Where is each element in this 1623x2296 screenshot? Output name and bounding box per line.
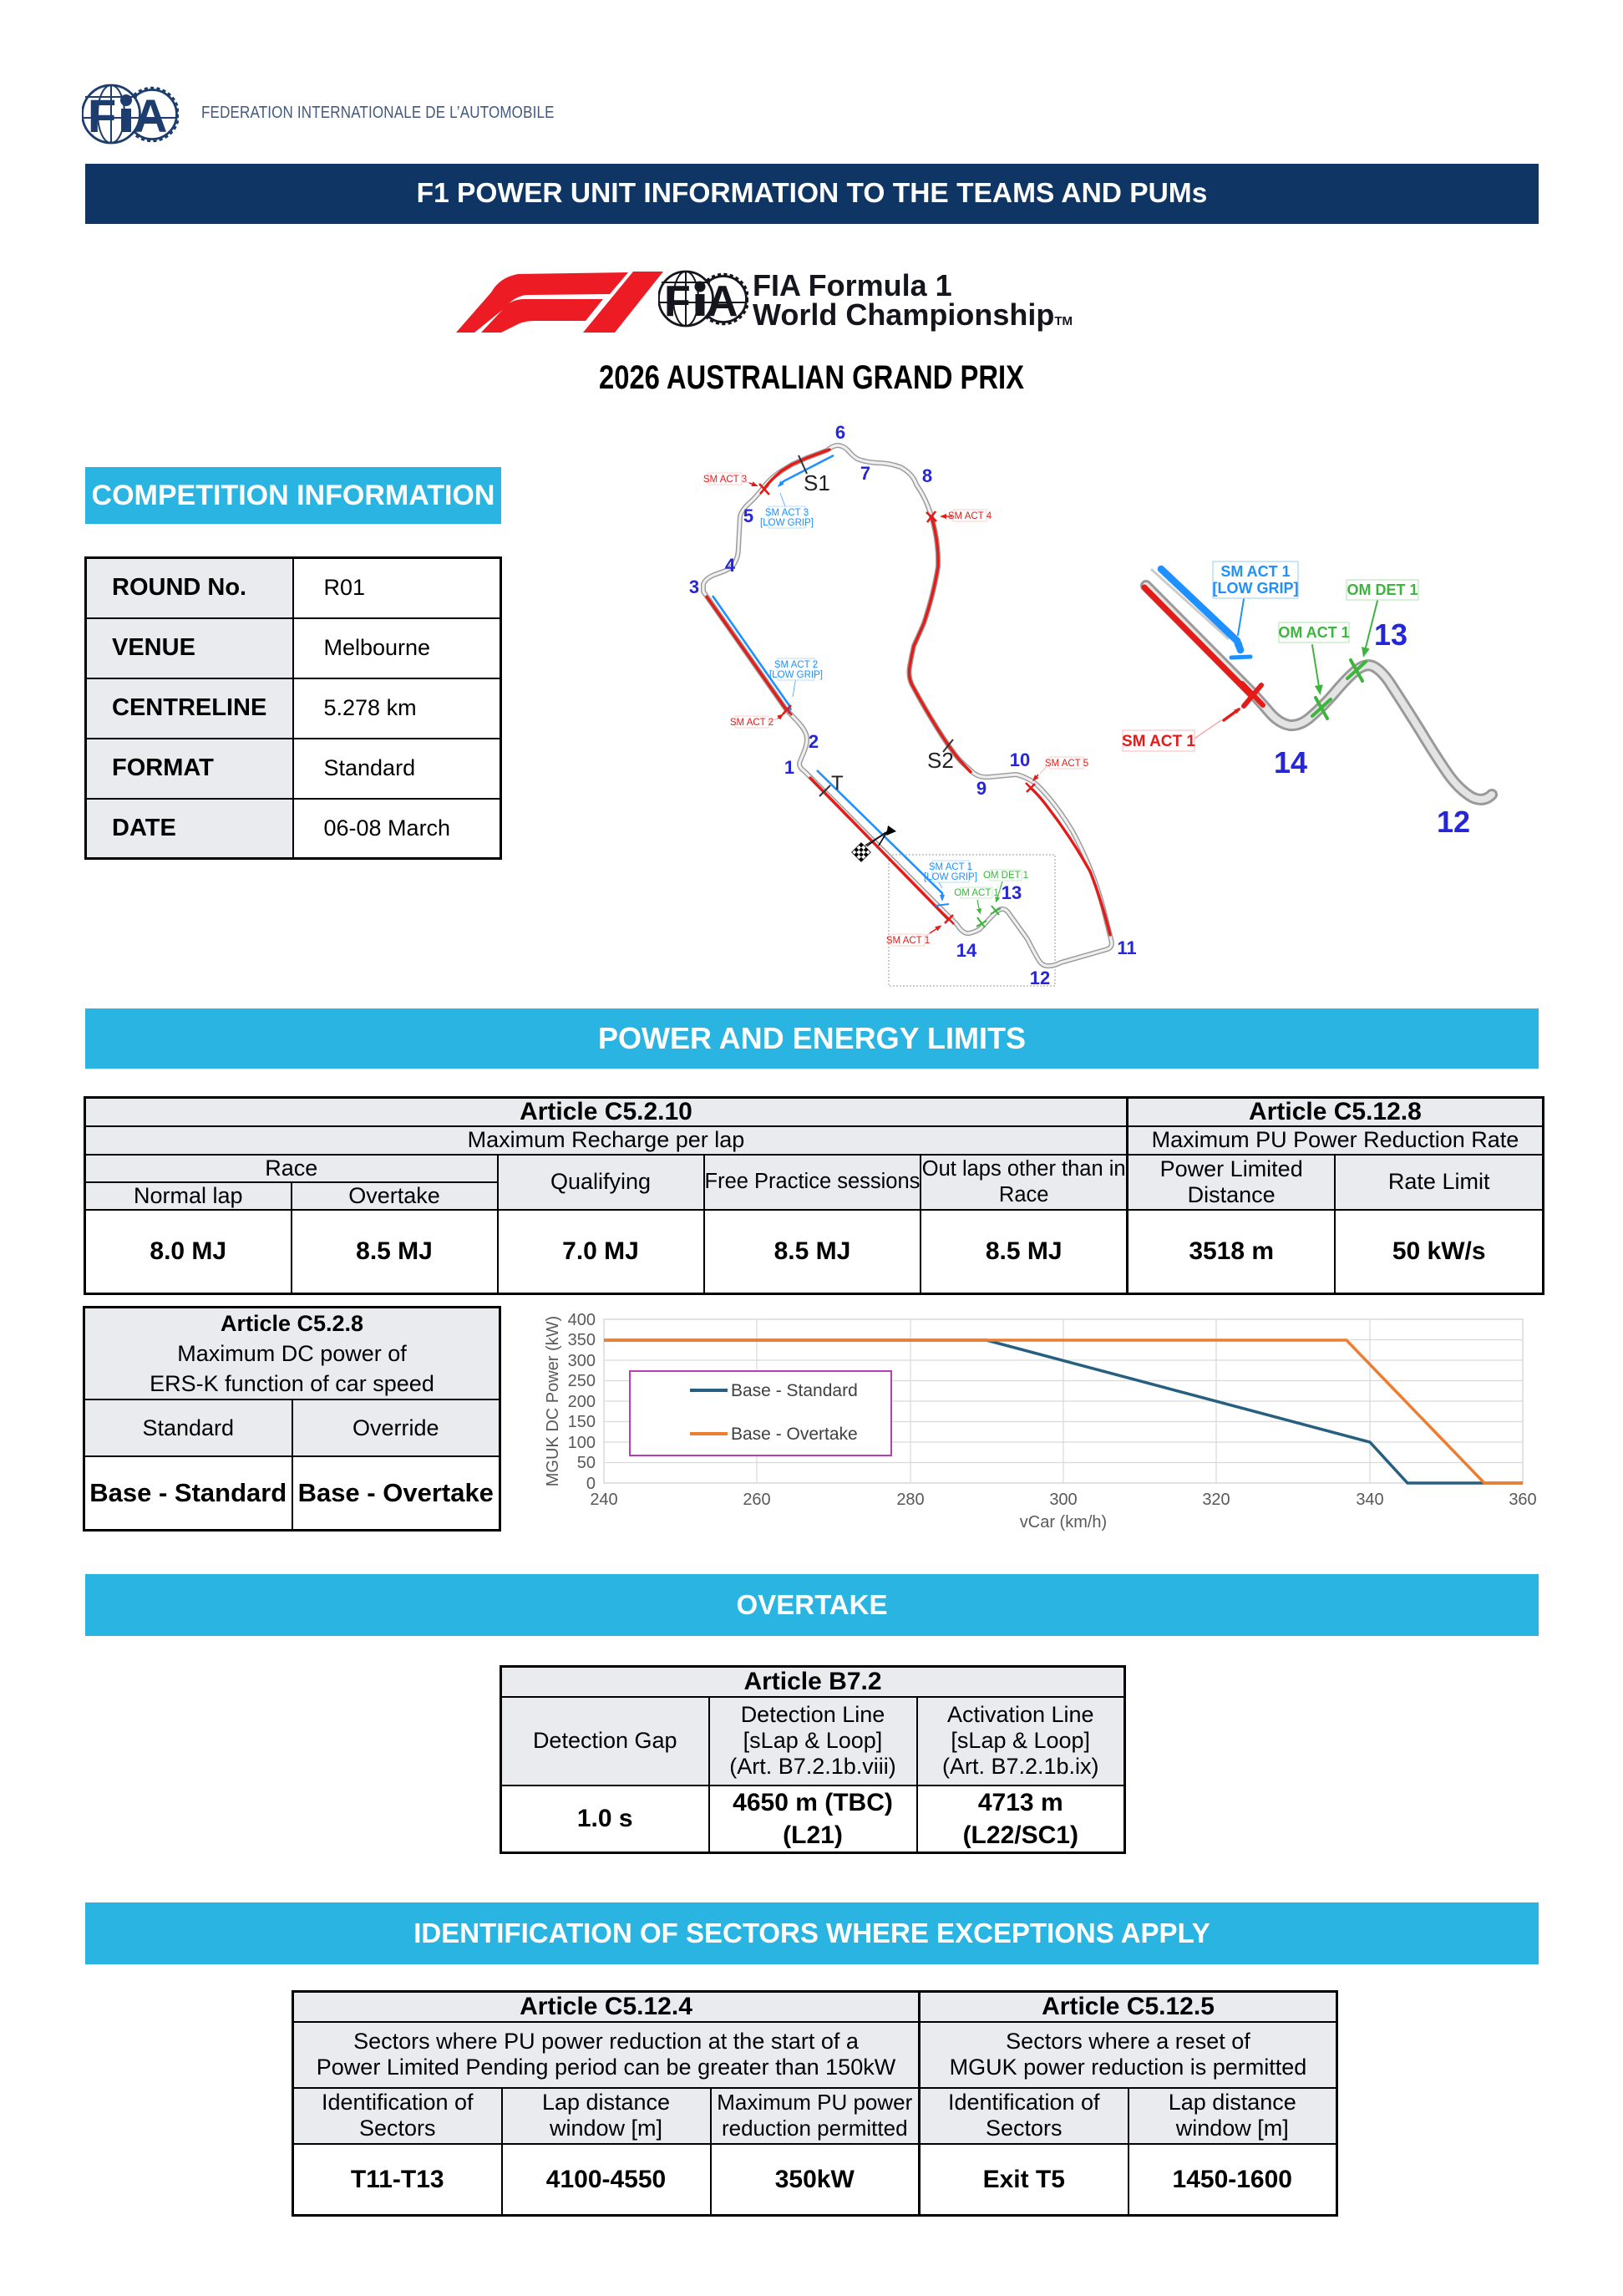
svg-text:2: 2: [809, 731, 819, 752]
svg-text:8: 8: [922, 465, 932, 486]
svg-text:A: A: [134, 89, 167, 142]
svg-text:SM ACT 3: SM ACT 3: [703, 475, 747, 485]
svg-text:12: 12: [1030, 968, 1050, 988]
svg-text:13: 13: [1374, 617, 1407, 652]
svg-text:Base - Overtake: Base - Overtake: [731, 1425, 858, 1444]
svg-text:F: F: [664, 277, 691, 326]
svg-text:[LOW GRIP]: [LOW GRIP]: [769, 670, 823, 680]
svg-text:OM ACT 1: OM ACT 1: [954, 888, 998, 898]
svg-text:SM ACT 1: SM ACT 1: [1220, 563, 1290, 580]
svg-text:240: 240: [590, 1491, 617, 1509]
svg-text:[LOW GRIP]: [LOW GRIP]: [924, 872, 977, 882]
svg-text:10: 10: [1010, 749, 1030, 770]
svg-text:T: T: [831, 772, 844, 795]
svg-text:vCar (km/h): vCar (km/h): [1020, 1513, 1107, 1532]
svg-text:SM ACT 5: SM ACT 5: [1045, 759, 1088, 769]
svg-text:200: 200: [568, 1393, 596, 1411]
svg-text:F: F: [88, 89, 116, 142]
svg-text:OM DET 1: OM DET 1: [983, 871, 1028, 881]
svg-text:A: A: [707, 277, 738, 326]
svg-text:1: 1: [784, 757, 794, 778]
svg-text:12: 12: [1437, 805, 1470, 839]
svg-text:SM ACT 3: SM ACT 3: [765, 508, 809, 518]
svg-text:OM DET 1: OM DET 1: [1347, 582, 1418, 598]
svg-text:OM ACT 1: OM ACT 1: [1278, 624, 1349, 641]
svg-text:150: 150: [568, 1413, 596, 1431]
svg-text:320: 320: [1202, 1491, 1230, 1509]
svg-text:S2: S2: [927, 748, 954, 773]
svg-text:9: 9: [976, 778, 986, 799]
svg-text:5: 5: [743, 505, 753, 526]
svg-text:14: 14: [956, 940, 977, 961]
svg-text:SM ACT 1: SM ACT 1: [886, 936, 930, 946]
svg-text:50: 50: [577, 1454, 596, 1472]
svg-text:Base - Standard: Base - Standard: [731, 1381, 858, 1400]
svg-text:6: 6: [835, 422, 845, 443]
svg-text:11: 11: [1117, 937, 1136, 958]
svg-text:0: 0: [586, 1475, 596, 1493]
svg-text:400: 400: [568, 1311, 596, 1329]
svg-text:7: 7: [860, 463, 870, 484]
svg-text:250: 250: [568, 1372, 596, 1390]
svg-text:SM ACT 2: SM ACT 2: [774, 660, 818, 670]
svg-text:SM ACT 4: SM ACT 4: [948, 511, 992, 521]
svg-text:SM ACT 1: SM ACT 1: [929, 862, 972, 872]
svg-text:4: 4: [725, 555, 736, 576]
svg-text:[LOW GRIP]: [LOW GRIP]: [760, 518, 814, 528]
svg-text:260: 260: [743, 1491, 770, 1509]
svg-text:SM ACT 1: SM ACT 1: [1122, 733, 1195, 750]
svg-text:360: 360: [1509, 1491, 1536, 1509]
svg-text:14: 14: [1274, 745, 1307, 780]
svg-text:100: 100: [568, 1434, 596, 1452]
svg-text:13: 13: [1002, 882, 1022, 903]
svg-text:[LOW GRIP]: [LOW GRIP]: [1213, 580, 1299, 597]
svg-text:350: 350: [568, 1331, 596, 1349]
svg-text:300: 300: [1049, 1491, 1077, 1509]
svg-text:SM ACT 2: SM ACT 2: [730, 718, 773, 728]
svg-text:280: 280: [896, 1491, 924, 1509]
svg-text:3: 3: [689, 577, 699, 597]
svg-text:300: 300: [568, 1352, 596, 1370]
svg-text:S1: S1: [804, 470, 830, 495]
svg-text:340: 340: [1356, 1491, 1383, 1509]
svg-text:MGUK DC Power (kW): MGUK DC Power (kW): [544, 1316, 562, 1486]
